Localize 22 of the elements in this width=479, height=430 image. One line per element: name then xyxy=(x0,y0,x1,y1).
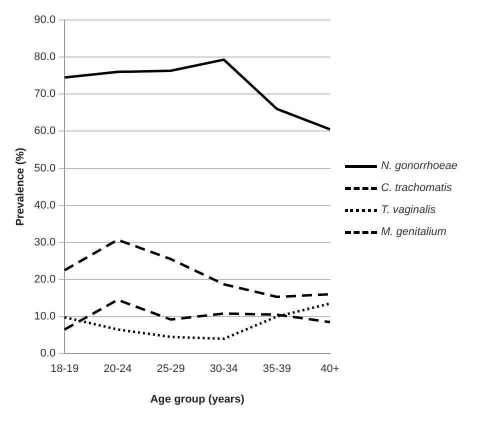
x-axis-title: Age group (years) xyxy=(150,393,245,406)
x-tick-label: 35-39 xyxy=(262,363,291,376)
x-tick-label: 30-34 xyxy=(210,363,238,376)
y-tick-label: 90.0 xyxy=(34,14,56,26)
legend-label: N. gonorrhoeae xyxy=(381,160,458,172)
legend-label: C. trachomatis xyxy=(381,182,452,194)
y-tick-label: 20.0 xyxy=(34,274,56,286)
y-tick-label: 70.0 xyxy=(34,88,56,100)
x-tick-label: 25-29 xyxy=(156,363,185,376)
y-tick-label: 30.0 xyxy=(34,236,56,248)
y-tick-label: 50.0 xyxy=(34,162,56,174)
x-tick-label: 20-24 xyxy=(104,363,132,376)
y-tick-label: 60.0 xyxy=(34,125,56,138)
y-axis-title: Prevalence (%) xyxy=(14,147,27,226)
x-tick-label: 40+ xyxy=(320,363,340,376)
legend-label: T. vaginalis xyxy=(381,204,436,216)
y-tick-label: 40.0 xyxy=(34,199,56,212)
y-tick-label: 10.0 xyxy=(34,310,56,323)
x-tick-label: 18-19 xyxy=(50,363,79,376)
y-tick-label: 0.0 xyxy=(40,348,56,360)
y-tick-label: 80.0 xyxy=(34,51,56,64)
legend-label: M. genitalium xyxy=(381,226,446,238)
